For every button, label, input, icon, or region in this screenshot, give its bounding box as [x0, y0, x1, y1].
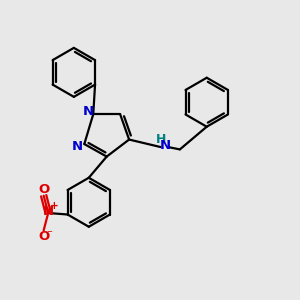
Text: ⁻: ⁻ — [47, 229, 52, 239]
Text: N: N — [72, 140, 83, 153]
Text: O: O — [38, 183, 49, 196]
Text: O: O — [38, 230, 49, 243]
Text: N: N — [83, 105, 94, 118]
Text: N: N — [43, 205, 54, 218]
Text: N: N — [160, 139, 171, 152]
Text: +: + — [50, 201, 58, 212]
Text: H: H — [156, 133, 167, 146]
